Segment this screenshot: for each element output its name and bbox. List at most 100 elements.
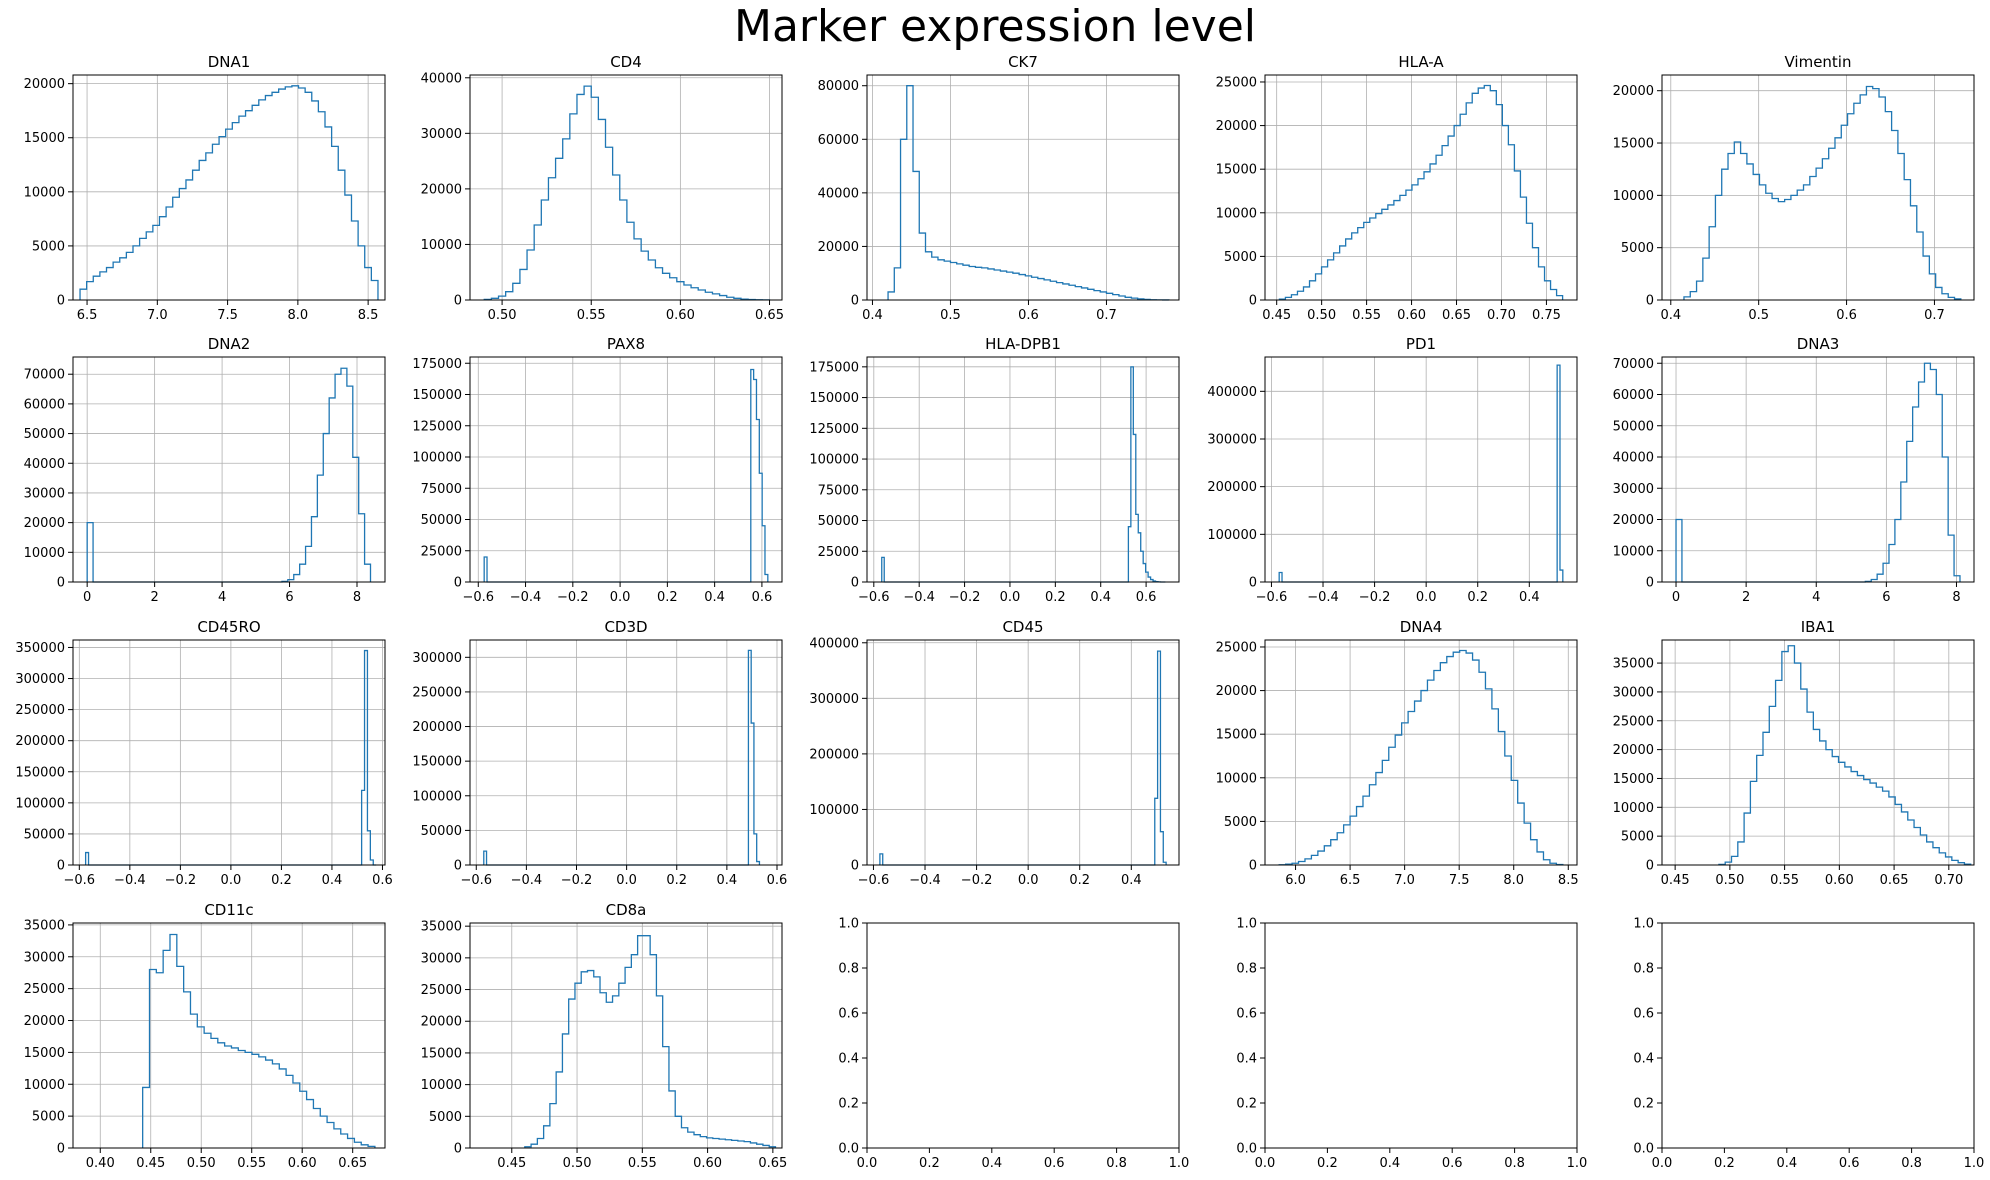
x-tick-label: 0.0 <box>616 873 637 888</box>
y-tick-label: 0.4 <box>1633 1052 1654 1067</box>
y-tick-label: 0 <box>1646 576 1654 591</box>
y-tick-label: 70000 <box>1613 357 1654 372</box>
y-tick-label: 25000 <box>421 983 462 998</box>
x-tick-label: −0.6 <box>64 873 96 888</box>
y-tick-label: 15000 <box>24 131 65 146</box>
x-tick-label: 0.6 <box>1044 1156 1065 1171</box>
x-tick-label: 0.4 <box>704 590 725 605</box>
x-tick-label: 0.4 <box>1519 590 1540 605</box>
x-tick-label: 0.60 <box>1825 873 1854 888</box>
x-tick-label: 0.7 <box>1096 308 1117 323</box>
x-tick-label: 0.65 <box>755 308 784 323</box>
subplot-empty-17: 0.0 0.2 0.4 0.6 0.8 1.0 0.0 0.2 0.4 0.6 0.8 1.0 <box>838 917 1189 1172</box>
axes-frame <box>1264 74 1578 301</box>
y-tick-label: 1.0 <box>1633 917 1654 932</box>
x-tick-label: −0.4 <box>1307 590 1339 605</box>
subplot-title: PD1 <box>1406 335 1436 353</box>
x-tick-label: 0.5 <box>1748 308 1769 323</box>
y-tick-label: 10000 <box>24 185 65 200</box>
y-tick-label: 0 <box>57 576 65 591</box>
subplot-title: HLA-DPB1 <box>985 335 1061 353</box>
x-tick-label: 0.50 <box>1307 308 1336 323</box>
x-tick-label: 0.6 <box>1442 1156 1463 1171</box>
x-tick-label: 1.0 <box>1964 1156 1985 1171</box>
x-tick-label: 0.4 <box>1121 873 1142 888</box>
x-tick-label: 0.0 <box>1416 590 1437 605</box>
y-tick-label: 20000 <box>1216 684 1257 699</box>
x-tick-label: −0.2 <box>561 873 593 888</box>
y-tick-label: 100000 <box>809 803 859 818</box>
y-tick-label: 5000 <box>32 1110 65 1125</box>
axes-frame <box>1661 74 1975 301</box>
subplot-title: DNA1 <box>208 53 251 71</box>
y-tick-label: 0 <box>57 859 65 874</box>
x-tick-label: 4 <box>218 590 226 605</box>
x-tick-label: 0.55 <box>577 308 606 323</box>
y-tick-label: 50000 <box>24 427 65 442</box>
subplot-title: IBA1 <box>1801 618 1836 636</box>
axes-frame <box>72 922 386 1149</box>
y-tick-label: 25000 <box>1613 714 1654 729</box>
x-tick-label: 0.2 <box>1714 1156 1735 1171</box>
subplot-hla-a: 0.45 0.50 0.55 0.60 0.65 0.70 0.75 0 5000 10000 15… <box>1216 53 1578 323</box>
y-tick-label: 60000 <box>1613 388 1654 403</box>
x-tick-label: 0.55 <box>628 1156 657 1171</box>
x-tick-label: 0.65 <box>1442 308 1471 323</box>
subplot-title: CK7 <box>1008 53 1038 71</box>
x-tick-label: −0.6 <box>1256 590 1288 605</box>
y-tick-label: 40000 <box>421 71 462 86</box>
y-tick-label: 25000 <box>1216 640 1257 655</box>
axes-frame <box>469 356 783 583</box>
axes-frame <box>1661 639 1975 866</box>
x-tick-label: 0.0 <box>1652 1156 1673 1171</box>
axes-frame <box>72 639 386 866</box>
subplot-title: CD8a <box>606 901 647 919</box>
histogram-series <box>79 85 379 300</box>
y-tick-label: 50000 <box>24 827 65 842</box>
y-tick-label: 250000 <box>15 703 65 718</box>
subplot-title: DNA3 <box>1797 335 1840 353</box>
y-tick-label: 175000 <box>809 360 859 375</box>
y-tick-label: 0 <box>1646 294 1654 309</box>
x-tick-label: 0.60 <box>666 308 695 323</box>
x-tick-label: 0.70 <box>1934 873 1963 888</box>
y-tick-label: 20000 <box>1216 119 1257 134</box>
y-tick-label: 200000 <box>809 747 859 762</box>
y-tick-label: 150000 <box>809 391 859 406</box>
axes-frame <box>866 639 1180 866</box>
x-tick-label: 0.0 <box>610 590 631 605</box>
x-tick-label: −0.2 <box>949 590 981 605</box>
y-tick-label: 0.8 <box>1236 962 1257 977</box>
x-tick-label: 0.55 <box>1352 308 1381 323</box>
y-tick-label: 30000 <box>24 950 65 965</box>
y-tick-label: 40000 <box>24 457 65 472</box>
x-tick-label: 0.2 <box>1317 1156 1338 1171</box>
x-tick-label: 6.5 <box>77 308 98 323</box>
x-tick-label: 0.60 <box>693 1156 722 1171</box>
x-tick-label: −0.2 <box>1359 590 1391 605</box>
y-tick-label: 30000 <box>1613 482 1654 497</box>
y-tick-label: 15000 <box>421 1046 462 1061</box>
x-tick-label: −0.2 <box>557 590 589 605</box>
x-tick-label: 8.5 <box>358 308 379 323</box>
y-tick-label: 10000 <box>24 1078 65 1093</box>
x-tick-label: 0.6 <box>1836 308 1857 323</box>
y-tick-label: 15000 <box>1613 137 1654 152</box>
y-tick-label: 175000 <box>412 357 462 372</box>
y-tick-label: 5000 <box>1621 830 1654 845</box>
figure-title: Marker expression level <box>733 1 1257 52</box>
x-tick-label: 0.4 <box>322 873 343 888</box>
axes-frame <box>1264 356 1578 583</box>
x-tick-label: 0.65 <box>758 1156 787 1171</box>
subplot-title: DNA4 <box>1400 618 1443 636</box>
y-tick-label: 25000 <box>1216 75 1257 90</box>
x-tick-label: 6.5 <box>1340 873 1361 888</box>
subplot-pd1: −0.6 −0.4 −0.2 0.0 0.2 0.4 0 100000 200000 300000… <box>1207 335 1578 605</box>
y-tick-label: 10000 <box>421 1078 462 1093</box>
y-tick-label: 5000 <box>1224 250 1257 265</box>
histogram-series <box>483 85 771 301</box>
x-tick-label: 0.0 <box>221 873 242 888</box>
y-tick-label: 5000 <box>1224 815 1257 830</box>
y-tick-label: 0.0 <box>838 1142 859 1157</box>
y-tick-label: 350000 <box>15 641 65 656</box>
